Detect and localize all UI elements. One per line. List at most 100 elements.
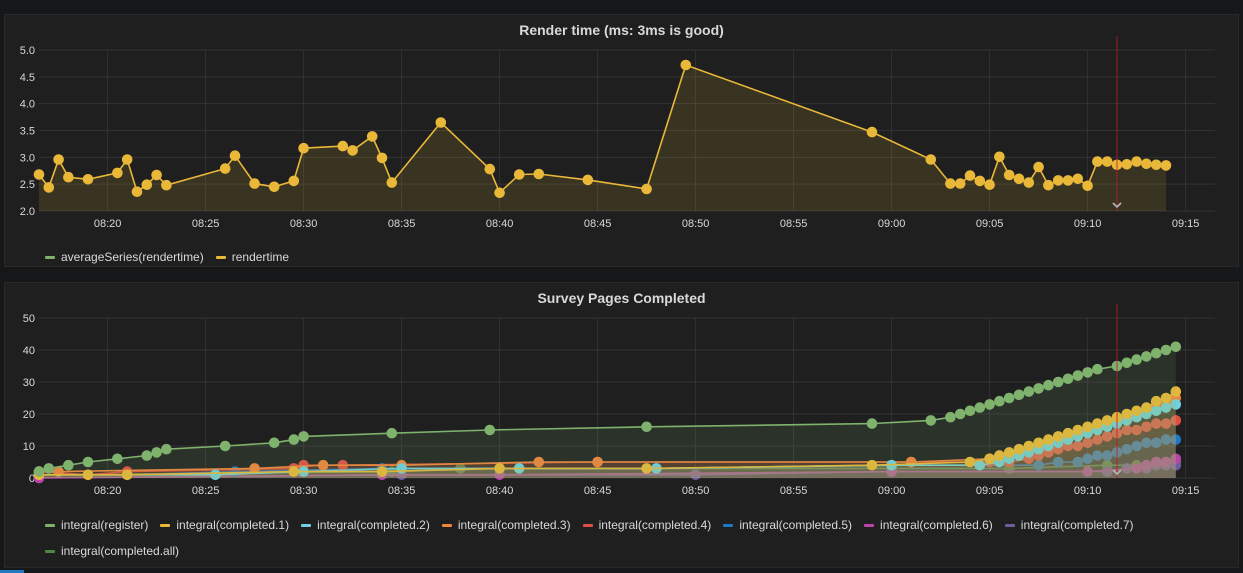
data-point[interactable] bbox=[964, 456, 976, 468]
data-point[interactable] bbox=[690, 469, 701, 481]
data-point[interactable] bbox=[1131, 156, 1142, 167]
data-point[interactable] bbox=[1150, 456, 1162, 468]
data-point[interactable] bbox=[1121, 443, 1133, 455]
data-point[interactable] bbox=[1141, 158, 1152, 170]
data-point[interactable] bbox=[494, 187, 505, 199]
data-point[interactable] bbox=[1160, 418, 1172, 429]
data-point[interactable] bbox=[1072, 424, 1084, 436]
data-point[interactable] bbox=[1160, 402, 1172, 413]
data-point[interactable] bbox=[1013, 443, 1025, 455]
legend-item[interactable]: rendertime bbox=[215, 244, 289, 270]
data-point[interactable] bbox=[1082, 437, 1093, 449]
data-point[interactable] bbox=[1131, 424, 1142, 436]
data-point[interactable] bbox=[1160, 344, 1172, 356]
data-point[interactable] bbox=[1052, 175, 1064, 186]
data-point[interactable] bbox=[1170, 453, 1182, 465]
data-point[interactable] bbox=[249, 178, 260, 189]
data-point[interactable] bbox=[249, 463, 260, 474]
data-point[interactable] bbox=[1101, 156, 1113, 167]
data-point[interactable] bbox=[63, 171, 74, 183]
data-point[interactable] bbox=[1092, 156, 1103, 167]
data-point[interactable] bbox=[1013, 173, 1025, 185]
data-point[interactable] bbox=[82, 456, 94, 468]
data-point[interactable] bbox=[984, 453, 995, 465]
data-point[interactable] bbox=[1092, 450, 1103, 461]
data-point[interactable] bbox=[1121, 424, 1133, 436]
data-point[interactable] bbox=[866, 459, 878, 471]
legend-item[interactable]: integral(register) bbox=[45, 512, 148, 538]
legend-item[interactable]: integral(completed.1) bbox=[160, 512, 289, 538]
data-point[interactable] bbox=[121, 469, 133, 481]
data-point[interactable] bbox=[1072, 370, 1084, 381]
data-point[interactable] bbox=[288, 434, 300, 445]
data-point[interactable] bbox=[964, 405, 976, 417]
data-point[interactable] bbox=[582, 174, 594, 186]
data-point[interactable] bbox=[268, 181, 280, 193]
data-point[interactable] bbox=[1033, 383, 1044, 394]
data-point[interactable] bbox=[112, 167, 123, 179]
data-point[interactable] bbox=[1131, 354, 1142, 365]
legend-item[interactable]: integral(completed.2) bbox=[301, 512, 430, 538]
data-point[interactable] bbox=[219, 163, 231, 174]
data-point[interactable] bbox=[1062, 427, 1074, 439]
data-point[interactable] bbox=[386, 427, 398, 439]
chevron-down-icon[interactable] bbox=[1112, 202, 1122, 209]
data-point[interactable] bbox=[1062, 175, 1074, 186]
render-time-chart[interactable]: 2.0 2.5 3.0 3.5 4.0 4.5 5.0 08:20 08:25 08:30 08:3… bbox=[5, 15, 1240, 240]
data-point[interactable] bbox=[337, 140, 349, 152]
data-point[interactable] bbox=[1150, 418, 1162, 429]
data-point[interactable] bbox=[1170, 386, 1182, 397]
chevron-down-icon[interactable] bbox=[1112, 469, 1122, 476]
data-point[interactable] bbox=[386, 177, 398, 188]
data-point[interactable] bbox=[945, 411, 956, 423]
data-point[interactable] bbox=[1072, 440, 1084, 452]
data-point[interactable] bbox=[161, 443, 172, 455]
data-point[interactable] bbox=[964, 170, 976, 181]
data-point[interactable] bbox=[1003, 392, 1015, 404]
data-point[interactable] bbox=[1062, 373, 1074, 385]
data-point[interactable] bbox=[494, 463, 505, 474]
data-point[interactable] bbox=[1092, 363, 1103, 375]
data-point[interactable] bbox=[1150, 437, 1162, 449]
data-point[interactable] bbox=[82, 469, 94, 481]
data-point[interactable] bbox=[1170, 341, 1182, 353]
data-point[interactable] bbox=[1101, 466, 1113, 477]
data-point[interactable] bbox=[533, 456, 545, 468]
legend-item[interactable]: integral(completed.4) bbox=[582, 512, 711, 538]
data-point[interactable] bbox=[1003, 447, 1015, 458]
data-point[interactable] bbox=[1160, 392, 1172, 404]
data-point[interactable] bbox=[288, 466, 300, 477]
data-point[interactable] bbox=[641, 183, 652, 195]
data-point[interactable] bbox=[994, 450, 1005, 461]
data-point[interactable] bbox=[268, 437, 280, 449]
data-point[interactable] bbox=[1141, 421, 1152, 433]
data-point[interactable] bbox=[43, 182, 55, 193]
data-point[interactable] bbox=[1082, 421, 1093, 433]
data-point[interactable] bbox=[366, 131, 378, 142]
survey-pages-chart[interactable]: 0 10 20 30 40 50 08:20 08:25 08:30 08:35 08:40 08:4… bbox=[5, 283, 1240, 508]
data-point[interactable] bbox=[141, 179, 153, 190]
data-point[interactable] bbox=[974, 459, 986, 471]
data-point[interactable] bbox=[1131, 440, 1142, 452]
data-point[interactable] bbox=[994, 395, 1005, 407]
data-point[interactable] bbox=[1131, 463, 1142, 474]
data-point[interactable] bbox=[484, 424, 496, 436]
data-point[interactable] bbox=[1160, 434, 1172, 445]
data-point[interactable] bbox=[53, 154, 64, 165]
data-point[interactable] bbox=[43, 463, 55, 474]
data-point[interactable] bbox=[1072, 173, 1084, 185]
data-point[interactable] bbox=[984, 399, 995, 410]
data-point[interactable] bbox=[1082, 466, 1093, 477]
data-point[interactable] bbox=[151, 169, 162, 181]
data-point[interactable] bbox=[82, 174, 94, 185]
data-point[interactable] bbox=[1150, 405, 1162, 417]
data-point[interactable] bbox=[974, 402, 986, 413]
data-point[interactable] bbox=[1072, 456, 1084, 468]
data-point[interactable] bbox=[1082, 180, 1093, 192]
data-point[interactable] bbox=[347, 145, 358, 156]
data-point[interactable] bbox=[866, 418, 878, 429]
data-point[interactable] bbox=[161, 179, 172, 191]
data-point[interactable] bbox=[925, 154, 937, 165]
legend-item[interactable]: integral(completed.7) bbox=[1004, 512, 1134, 538]
data-point[interactable] bbox=[1082, 453, 1093, 465]
